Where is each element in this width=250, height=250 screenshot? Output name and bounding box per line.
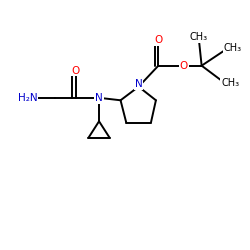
Text: CH₃: CH₃ [224,43,242,53]
Text: CH₃: CH₃ [221,78,239,88]
Text: O: O [154,35,162,45]
Text: CH₃: CH₃ [190,32,208,42]
Text: H₂N: H₂N [18,93,37,103]
Text: N: N [135,79,142,89]
Text: N: N [95,93,103,103]
Text: O: O [180,61,188,71]
Text: O: O [72,66,80,76]
